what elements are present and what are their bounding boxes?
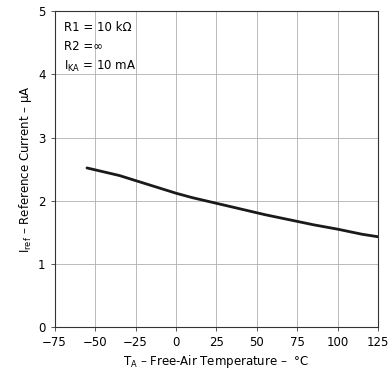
X-axis label: T$_{\mathregular{A}}$ – Free-Air Temperature –  °C: T$_{\mathregular{A}}$ – Free-Air Tempera… bbox=[124, 353, 309, 370]
Y-axis label: I$_{\mathregular{ref}}$ – Reference Current – μA: I$_{\mathregular{ref}}$ – Reference Curr… bbox=[17, 85, 34, 253]
Text: R1 = 10 kΩ
R2 =∞
I$_{\mathregular{KA}}$ = 10 mA: R1 = 10 kΩ R2 =∞ I$_{\mathregular{KA}}$ … bbox=[64, 21, 136, 74]
